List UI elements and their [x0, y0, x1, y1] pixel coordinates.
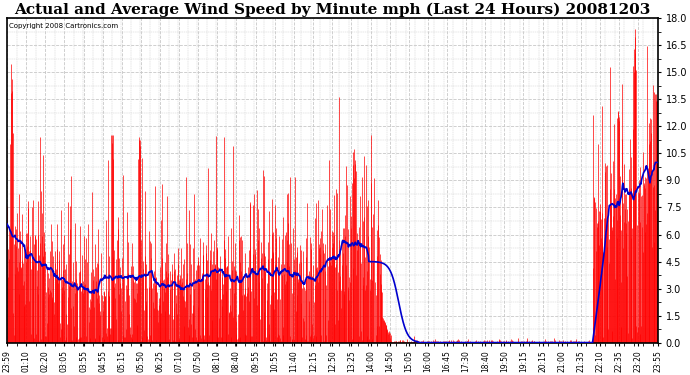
Title: Actual and Average Wind Speed by Minute mph (Last 24 Hours) 20081203: Actual and Average Wind Speed by Minute … — [14, 3, 651, 17]
Text: Copyright 2008 Cartronics.com: Copyright 2008 Cartronics.com — [9, 23, 119, 29]
